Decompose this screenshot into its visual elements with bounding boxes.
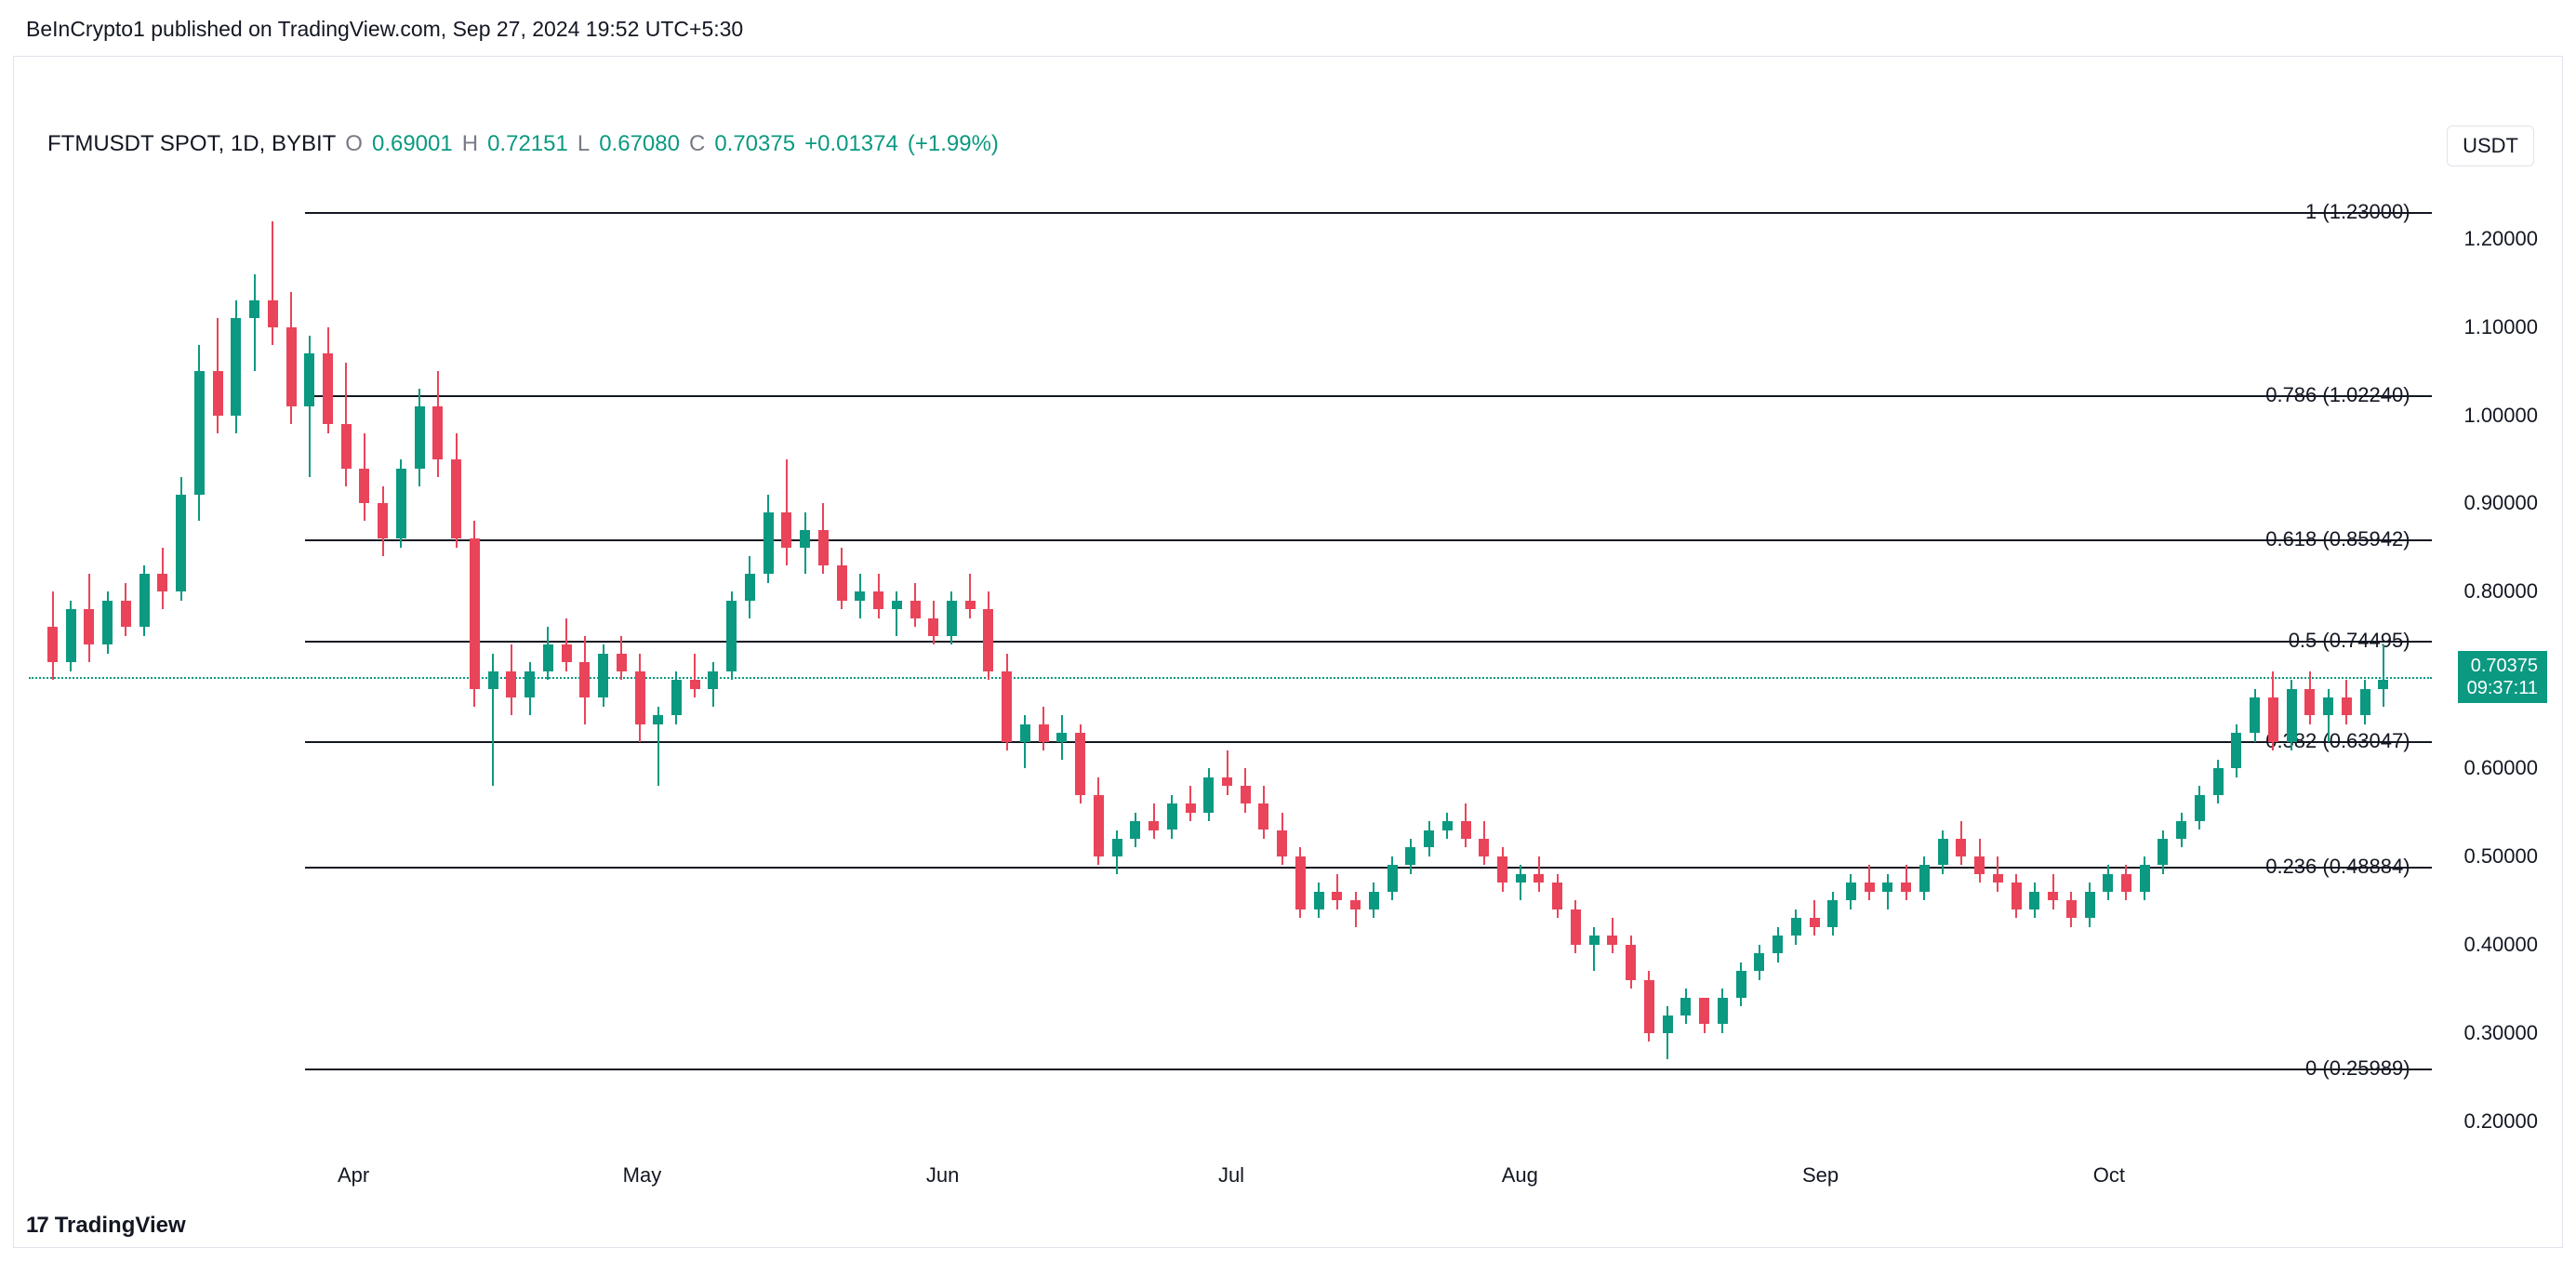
symbol-info-row: FTMUSDT SPOT, 1D, BYBIT O 0.69001 H 0.7215… bbox=[47, 131, 999, 157]
publish-info: BeInCrypto1 published on TradingView.com… bbox=[26, 17, 743, 42]
change-pct: (+1.99%) bbox=[908, 131, 999, 157]
symbol-pair: FTMUSDT SPOT, 1D, BYBIT bbox=[47, 131, 336, 157]
fib-label: 0.5 (0.74495) - bbox=[2289, 629, 2423, 653]
high-value: 0.72151 bbox=[487, 131, 568, 157]
close-value: 0.70375 bbox=[714, 131, 795, 157]
currency-badge[interactable]: USDT bbox=[2447, 126, 2534, 166]
fib-line bbox=[305, 539, 2432, 541]
fib-line bbox=[305, 395, 2432, 397]
price-axis-tick: 0.20000 bbox=[2463, 1109, 2538, 1134]
price-axis-tick: 0.50000 bbox=[2463, 844, 2538, 869]
tradingview-logo: 17 TradingView bbox=[26, 1213, 186, 1239]
open-label: O bbox=[345, 131, 363, 157]
fib-line bbox=[305, 212, 2432, 214]
fib-line bbox=[305, 641, 2432, 643]
time-axis-tick: Jun bbox=[926, 1163, 959, 1188]
chart-pane[interactable]: 1 (1.23000) - 0.786 (1.02240) - 0.618 (0.8… bbox=[29, 168, 2432, 1163]
change-value: +0.01374 bbox=[804, 131, 898, 157]
logo-icon: 17 bbox=[26, 1213, 47, 1239]
fib-label: 0.786 (1.02240) - bbox=[2265, 383, 2423, 407]
close-label: C bbox=[689, 131, 705, 157]
time-axis-tick: Oct bbox=[2093, 1163, 2125, 1188]
chart-container: BeInCrypto1 published on TradingView.com… bbox=[0, 0, 2576, 1261]
fib-label: 1 (1.23000) - bbox=[2305, 200, 2423, 224]
price-axis-tick: 0.40000 bbox=[2463, 933, 2538, 957]
price-axis-tick: 1.00000 bbox=[2463, 404, 2538, 428]
price-axis-tick: 1.20000 bbox=[2463, 227, 2538, 251]
low-label: L bbox=[578, 131, 590, 157]
fib-line bbox=[305, 1069, 2432, 1070]
current-price-tag: 0.7037509:37:11 bbox=[2458, 651, 2547, 703]
price-axis[interactable]: 1.200001.100001.000000.900000.800000.700… bbox=[2432, 168, 2547, 1163]
fib-label: 0 (0.25989) - bbox=[2305, 1056, 2423, 1081]
time-axis-tick: Jul bbox=[1218, 1163, 1244, 1188]
low-value: 0.67080 bbox=[599, 131, 680, 157]
high-label: H bbox=[462, 131, 478, 157]
time-axis-tick: Apr bbox=[338, 1163, 369, 1188]
time-axis-tick: May bbox=[623, 1163, 662, 1188]
fib-line bbox=[305, 741, 2432, 743]
open-value: 0.69001 bbox=[372, 131, 453, 157]
price-axis-tick: 1.10000 bbox=[2463, 315, 2538, 339]
chart-area[interactable]: FTMUSDT SPOT, 1D, BYBIT O 0.69001 H 0.7215… bbox=[13, 56, 2563, 1248]
fib-label: 0.236 (0.48884) - bbox=[2265, 855, 2423, 879]
fib-label: 0.618 (0.85942) - bbox=[2265, 527, 2423, 551]
time-axis-tick: Aug bbox=[1502, 1163, 1538, 1188]
current-price-line bbox=[29, 677, 2432, 679]
price-axis-tick: 0.30000 bbox=[2463, 1021, 2538, 1045]
time-axis[interactable]: Apr May Jun Jul Aug Sep Oct bbox=[29, 1163, 2432, 1201]
time-axis-tick: Sep bbox=[1802, 1163, 1839, 1188]
price-axis-tick: 0.60000 bbox=[2463, 756, 2538, 780]
price-axis-tick: 0.80000 bbox=[2463, 579, 2538, 604]
price-axis-tick: 0.90000 bbox=[2463, 491, 2538, 515]
fib-line bbox=[305, 867, 2432, 869]
logo-text: TradingView bbox=[55, 1213, 186, 1239]
